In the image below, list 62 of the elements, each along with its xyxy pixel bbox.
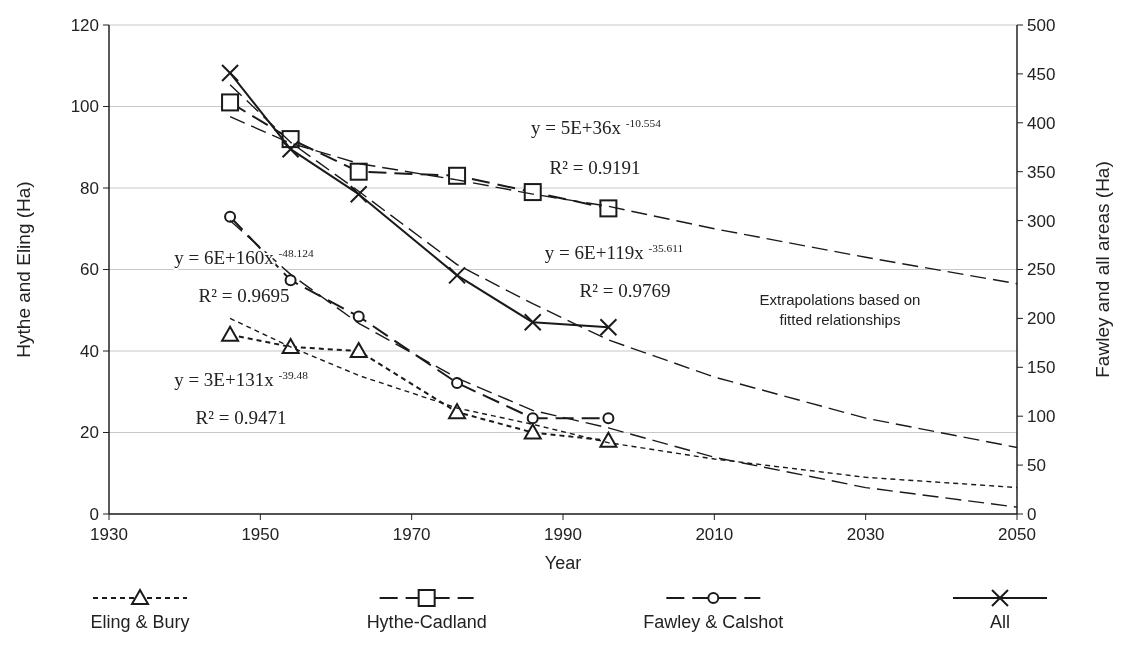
legend-label: All [989, 612, 1011, 632]
point [448, 166, 467, 185]
x-axis-title: Year [544, 553, 582, 573]
annotation: R² = 0.9695 [198, 285, 290, 307]
y2-tick-label: 150 [1027, 358, 1056, 378]
point [281, 337, 300, 354]
y2-tick-label: 500 [1027, 15, 1056, 35]
x-tick-label: 1950 [241, 525, 280, 544]
y2-tick-label: 100 [1027, 407, 1056, 427]
point [352, 310, 365, 323]
point [523, 313, 542, 332]
y2-tick-label: 250 [1027, 260, 1056, 280]
point [221, 325, 240, 342]
annotation: R² = 0.9471 [195, 407, 287, 429]
point [221, 93, 240, 112]
y-tick-label: 40 [80, 341, 99, 361]
point [349, 185, 368, 204]
y-tick-label: 0 [89, 504, 99, 524]
point [523, 183, 542, 202]
point [224, 210, 237, 223]
annotation: y = 5E+36x $^{-10.554}$ [531, 116, 662, 139]
point [599, 318, 618, 337]
y2-tick-label: 50 [1027, 456, 1046, 476]
y-tick-label: 120 [70, 15, 99, 35]
annotation: R² = 0.9769 [579, 280, 671, 302]
point [523, 423, 542, 440]
point [448, 266, 467, 285]
y-tick-label: 20 [80, 423, 99, 443]
point [448, 403, 467, 420]
x-tick-label: 2010 [695, 525, 734, 544]
x-tick-label: 2030 [846, 525, 885, 544]
point [526, 412, 539, 425]
y2-tick-label: 200 [1027, 309, 1056, 329]
y-tick-label: 60 [80, 260, 99, 280]
y2-axis-title: Fawley and all areas (Ha) [1092, 161, 1113, 378]
point [599, 199, 618, 218]
y-tick-label: 100 [70, 97, 99, 117]
y-axis-title: Hythe and Eling (Ha) [13, 181, 34, 358]
legend-label: Fawley & Calshot [643, 612, 784, 632]
annotation: y = 6E+119x $^{-35.611}$ [544, 241, 684, 264]
y2-tick-label: 350 [1027, 162, 1056, 182]
x-tick-label: 1990 [544, 525, 582, 544]
point [221, 63, 240, 82]
y-tick-label: 80 [80, 178, 99, 198]
point [349, 342, 368, 358]
y2-tick-label: 0 [1027, 504, 1037, 524]
y2-tick-label: 450 [1027, 64, 1056, 84]
x-tick-label: 1970 [392, 525, 431, 544]
point [281, 140, 300, 159]
point [451, 376, 464, 389]
point [349, 162, 368, 181]
point [284, 274, 297, 287]
legend-label: Eling & Bury [90, 612, 190, 632]
y2-tick-label: 400 [1027, 113, 1056, 133]
y2-tick-label: 300 [1027, 211, 1056, 231]
annotation: y = 3E+131x $^{-39.48}$ [174, 368, 309, 391]
annotation: R² = 0.9191 [549, 157, 641, 179]
point [602, 412, 615, 425]
x-tick-label: 1930 [90, 525, 128, 544]
legend-label: Hythe-Cadland [366, 612, 487, 632]
x-tick-label: 2050 [998, 525, 1036, 544]
annotation: Extrapolations based on fitted relationships [759, 291, 921, 328]
